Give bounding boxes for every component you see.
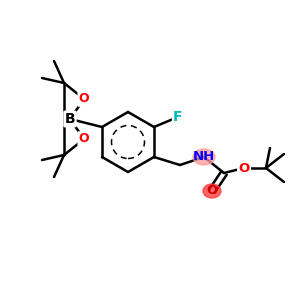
Text: O: O: [79, 133, 89, 146]
Text: B: B: [65, 112, 75, 126]
Text: O: O: [206, 184, 218, 197]
Ellipse shape: [193, 149, 215, 165]
Text: F: F: [173, 110, 183, 124]
Text: NH: NH: [193, 151, 215, 164]
Text: O: O: [79, 92, 89, 106]
Text: O: O: [238, 161, 250, 175]
Ellipse shape: [203, 184, 221, 198]
